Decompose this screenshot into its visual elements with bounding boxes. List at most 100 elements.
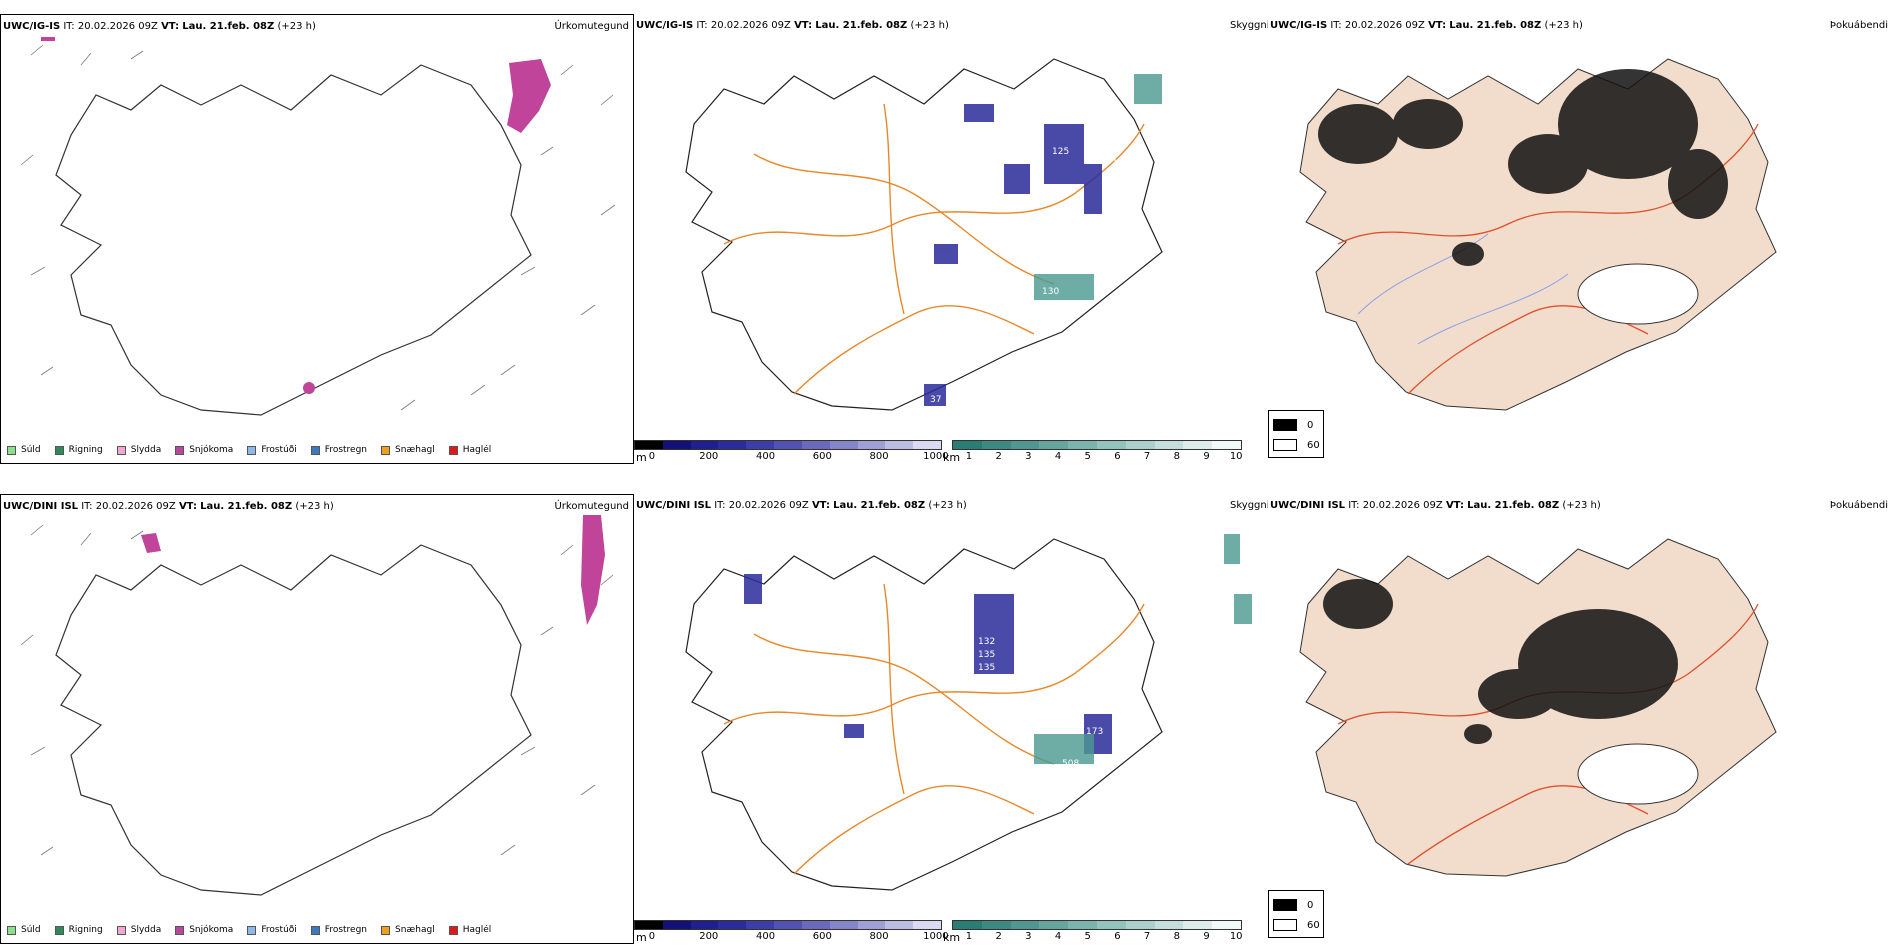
scale-cell [1183, 921, 1213, 929]
scale-cell [718, 921, 747, 929]
legend-label: Snjókoma [189, 925, 234, 935]
precip-legend: Súld Rigning Slydda Snjókoma Frostúði Frostre… [7, 445, 491, 455]
svg-text:135: 135 [978, 650, 995, 660]
legend-swatch [247, 925, 257, 935]
header-bottom-2: UWC/DINI ISL IT: 20.02.2026 09Z VT: Lau.… [636, 500, 967, 511]
scale-tick: 9 [1203, 451, 1210, 462]
legend-swatch [448, 445, 458, 455]
scale-tick: 2 [995, 451, 1002, 462]
iceland-outline [55, 64, 532, 416]
scale-cell [1096, 921, 1126, 929]
clear-area [1577, 263, 1699, 325]
scale-tick: 2 [995, 931, 1002, 942]
legend-label: Haglél [462, 925, 492, 935]
svg-text:960: 960 [1142, 117, 1159, 127]
legend-item: Snjókoma [175, 925, 233, 935]
iceland-outline [685, 58, 1163, 411]
roads [723, 583, 1145, 875]
scale-cell [1010, 441, 1040, 449]
scale-cell [746, 441, 775, 449]
fog-map-bottom [1299, 538, 1777, 877]
precip-type-panel-bottom: UWC/DINI ISL IT: 20.02.2026 09Z VT: Lau.… [0, 494, 634, 944]
scale-tick: 7 [1143, 931, 1151, 942]
scale-cell [1068, 441, 1097, 449]
scale-cell [1154, 921, 1184, 929]
legend-item: Haglél [448, 445, 492, 455]
scale-tick: 1000 [923, 931, 949, 942]
precip-type-panel-top: UWC/IG-IS IT: 20.02.2026 09Z VT: Lau. 21… [0, 14, 634, 464]
legend-swatch [175, 445, 185, 455]
svg-text:148: 148 [1112, 157, 1129, 167]
scale-cell [981, 441, 1011, 449]
scale-tick: 0 [648, 931, 656, 942]
scale-tick: 400 [755, 451, 776, 462]
scale-tick: 600 [812, 931, 832, 942]
fog-panel-bottom: UWC/DINI ISL IT: 20.02.2026 09Z VT: Lau.… [1268, 494, 1900, 884]
scale-cell [1125, 921, 1155, 929]
scale-cell [1183, 441, 1213, 449]
scale-tick: 6 [1114, 931, 1121, 942]
legend-swatch [7, 445, 16, 455]
scale-cell [1154, 441, 1184, 449]
fog-areas [1323, 579, 1678, 744]
scale-cell [1125, 441, 1155, 449]
legend-swatch [54, 925, 64, 935]
legend-item: Haglél [448, 925, 492, 935]
scale-tick: 1 [965, 931, 973, 942]
scale-tick: 4 [1054, 451, 1062, 462]
legend-label: Frostúði [261, 445, 297, 455]
ceiling-scale: 0 200 400 600 800 1000 [634, 440, 949, 464]
scale-tick: 3 [1025, 451, 1032, 462]
fog-map-top [1299, 58, 1777, 411]
legend-item: Slydda [116, 925, 162, 935]
visibility-areas [1034, 74, 1162, 300]
svg-text:135: 135 [978, 663, 995, 673]
legend-label: Slydda [130, 925, 162, 935]
scale-tick: 1000 [923, 451, 949, 462]
legend-swatch [310, 445, 320, 455]
scale-cell [774, 441, 802, 449]
scale-tick: 200 [699, 451, 719, 462]
scale-cell [857, 441, 886, 449]
scale-tick: 800 [869, 451, 889, 462]
scale-cell [913, 441, 941, 449]
field-title: Úrkomutegund [554, 501, 629, 512]
legend-label: Haglél [462, 445, 492, 455]
scale-tick: 8 [1173, 451, 1180, 462]
scale-tick: 6 [1114, 451, 1121, 462]
scale-cell [774, 921, 802, 929]
scale-tick: 7 [1143, 451, 1151, 462]
scale-cell [746, 921, 775, 929]
legend-label: Snæhagl [395, 925, 435, 935]
vis-value-labels: 960 125 148 130 37 [930, 117, 1159, 405]
scale-cell [953, 921, 982, 929]
svg-text:125: 125 [1052, 147, 1069, 157]
header-bottom-3: UWC/DINI ISL IT: 20.02.2026 09Z VT: Lau.… [1270, 500, 1601, 511]
visibility-map-bottom: 132 135 135 35 173 508 [685, 534, 1252, 891]
scale-cell [885, 921, 914, 929]
legend-label: Frostregn [324, 445, 368, 455]
legend-item: Snæhagl [381, 445, 435, 455]
visibility-scale: 1 2 3 4 5 6 7 8 9 10 [952, 920, 1243, 944]
legend-item: Frostúði [247, 925, 297, 935]
legend-item: Frostúði [247, 445, 297, 455]
visibility-panel-bottom: 132 135 135 35 173 508 Skyggni 0 200 400 60… [634, 494, 1268, 944]
scale-tick: 600 [812, 451, 832, 462]
scale-cell [913, 921, 941, 929]
legend-swatch [310, 925, 320, 935]
wind-barbs [20, 44, 616, 411]
visibility-areas [1034, 534, 1252, 764]
legend-item: Rigning [54, 445, 103, 455]
scale-cell [662, 921, 691, 929]
legend-swatch [247, 445, 257, 455]
legend-label: Snjókoma [189, 445, 234, 455]
precip-map-bottom [20, 515, 614, 896]
scale-tick: 200 [699, 931, 719, 942]
scale-cell [1068, 921, 1097, 929]
scale-cell [829, 441, 858, 449]
scale-tick: 9 [1203, 931, 1210, 942]
scale-cell [801, 441, 830, 449]
legend-swatch [381, 925, 391, 935]
legend-label: Súld [21, 925, 41, 935]
scale-cell [690, 921, 719, 929]
